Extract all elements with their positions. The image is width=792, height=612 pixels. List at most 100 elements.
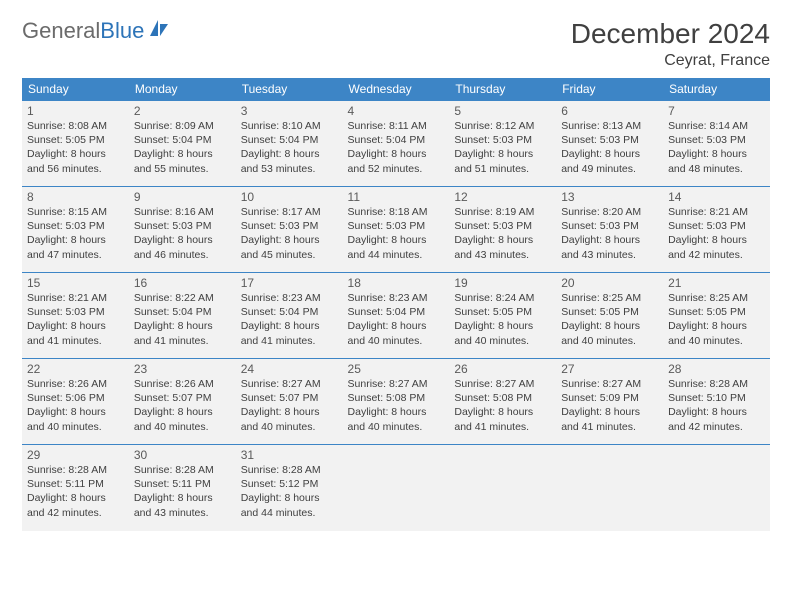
daylight-line-2: and 41 minutes. [27, 334, 124, 348]
daylight-line-2: and 41 minutes. [561, 420, 658, 434]
daylight-line-2: and 40 minutes. [561, 334, 658, 348]
sunrise-line: Sunrise: 8:23 AM [241, 291, 338, 305]
day-number: 9 [134, 190, 231, 204]
day-number: 1 [27, 104, 124, 118]
daylight-line-2: and 44 minutes. [348, 248, 445, 262]
daylight-line-2: and 53 minutes. [241, 162, 338, 176]
sunset-line: Sunset: 5:06 PM [27, 391, 124, 405]
day-cell: 17Sunrise: 8:23 AMSunset: 5:04 PMDayligh… [236, 273, 343, 359]
sunset-line: Sunset: 5:05 PM [27, 133, 124, 147]
sunset-line: Sunset: 5:04 PM [348, 133, 445, 147]
daylight-line-1: Daylight: 8 hours [348, 405, 445, 419]
daylight-line-1: Daylight: 8 hours [348, 233, 445, 247]
daylight-line-2: and 40 minutes. [27, 420, 124, 434]
calendar-body: 1Sunrise: 8:08 AMSunset: 5:05 PMDaylight… [22, 101, 770, 531]
sunset-line: Sunset: 5:04 PM [134, 305, 231, 319]
sunrise-line: Sunrise: 8:14 AM [668, 119, 765, 133]
sunrise-line: Sunrise: 8:17 AM [241, 205, 338, 219]
daylight-line-1: Daylight: 8 hours [27, 147, 124, 161]
week-row: 15Sunrise: 8:21 AMSunset: 5:03 PMDayligh… [22, 273, 770, 359]
day-number: 2 [134, 104, 231, 118]
daylight-line-1: Daylight: 8 hours [27, 233, 124, 247]
location: Ceyrat, France [571, 52, 770, 70]
daylight-line-2: and 43 minutes. [561, 248, 658, 262]
sunset-line: Sunset: 5:07 PM [241, 391, 338, 405]
day-number: 11 [348, 190, 445, 204]
sunset-line: Sunset: 5:03 PM [454, 219, 551, 233]
sunset-line: Sunset: 5:05 PM [454, 305, 551, 319]
weekday-header: Friday [556, 78, 663, 101]
day-cell: 15Sunrise: 8:21 AMSunset: 5:03 PMDayligh… [22, 273, 129, 359]
day-number: 18 [348, 276, 445, 290]
day-number: 10 [241, 190, 338, 204]
daylight-line-2: and 48 minutes. [668, 162, 765, 176]
daylight-line-2: and 42 minutes. [668, 248, 765, 262]
sunrise-line: Sunrise: 8:26 AM [134, 377, 231, 391]
day-cell: 20Sunrise: 8:25 AMSunset: 5:05 PMDayligh… [556, 273, 663, 359]
sunrise-line: Sunrise: 8:09 AM [134, 119, 231, 133]
day-cell: 9Sunrise: 8:16 AMSunset: 5:03 PMDaylight… [129, 187, 236, 273]
day-number: 7 [668, 104, 765, 118]
brand-logo: GeneralBlue [22, 18, 170, 44]
empty-cell [343, 445, 450, 531]
day-number: 4 [348, 104, 445, 118]
weekday-header: Monday [129, 78, 236, 101]
day-number: 29 [27, 448, 124, 462]
day-cell: 4Sunrise: 8:11 AMSunset: 5:04 PMDaylight… [343, 101, 450, 187]
daylight-line-2: and 40 minutes. [134, 420, 231, 434]
daylight-line-2: and 40 minutes. [241, 420, 338, 434]
sunrise-line: Sunrise: 8:27 AM [454, 377, 551, 391]
daylight-line-1: Daylight: 8 hours [561, 147, 658, 161]
day-cell: 13Sunrise: 8:20 AMSunset: 5:03 PMDayligh… [556, 187, 663, 273]
daylight-line-1: Daylight: 8 hours [241, 491, 338, 505]
day-number: 3 [241, 104, 338, 118]
day-number: 8 [27, 190, 124, 204]
daylight-line-1: Daylight: 8 hours [561, 319, 658, 333]
sunrise-line: Sunrise: 8:20 AM [561, 205, 658, 219]
sunrise-line: Sunrise: 8:27 AM [348, 377, 445, 391]
daylight-line-1: Daylight: 8 hours [668, 233, 765, 247]
week-row: 22Sunrise: 8:26 AMSunset: 5:06 PMDayligh… [22, 359, 770, 445]
daylight-line-2: and 43 minutes. [134, 506, 231, 520]
sunrise-line: Sunrise: 8:11 AM [348, 119, 445, 133]
day-number: 23 [134, 362, 231, 376]
sunset-line: Sunset: 5:03 PM [561, 133, 658, 147]
sunset-line: Sunset: 5:04 PM [348, 305, 445, 319]
daylight-line-1: Daylight: 8 hours [27, 405, 124, 419]
weekday-header: Sunday [22, 78, 129, 101]
day-cell: 14Sunrise: 8:21 AMSunset: 5:03 PMDayligh… [663, 187, 770, 273]
sunrise-line: Sunrise: 8:23 AM [348, 291, 445, 305]
sunrise-line: Sunrise: 8:21 AM [668, 205, 765, 219]
sunrise-line: Sunrise: 8:08 AM [27, 119, 124, 133]
daylight-line-1: Daylight: 8 hours [348, 147, 445, 161]
sunset-line: Sunset: 5:03 PM [27, 305, 124, 319]
daylight-line-1: Daylight: 8 hours [561, 405, 658, 419]
day-cell: 3Sunrise: 8:10 AMSunset: 5:04 PMDaylight… [236, 101, 343, 187]
sunset-line: Sunset: 5:09 PM [561, 391, 658, 405]
day-number: 22 [27, 362, 124, 376]
sunset-line: Sunset: 5:12 PM [241, 477, 338, 491]
day-number: 28 [668, 362, 765, 376]
sunset-line: Sunset: 5:05 PM [561, 305, 658, 319]
daylight-line-1: Daylight: 8 hours [241, 233, 338, 247]
day-cell: 12Sunrise: 8:19 AMSunset: 5:03 PMDayligh… [449, 187, 556, 273]
brand-word1: General [22, 18, 100, 44]
sunset-line: Sunset: 5:07 PM [134, 391, 231, 405]
sunset-line: Sunset: 5:08 PM [454, 391, 551, 405]
day-cell: 25Sunrise: 8:27 AMSunset: 5:08 PMDayligh… [343, 359, 450, 445]
daylight-line-2: and 49 minutes. [561, 162, 658, 176]
sunrise-line: Sunrise: 8:28 AM [241, 463, 338, 477]
week-row: 1Sunrise: 8:08 AMSunset: 5:05 PMDaylight… [22, 101, 770, 187]
sunset-line: Sunset: 5:03 PM [668, 133, 765, 147]
month-title: December 2024 [571, 18, 770, 50]
day-number: 24 [241, 362, 338, 376]
sunrise-line: Sunrise: 8:10 AM [241, 119, 338, 133]
daylight-line-1: Daylight: 8 hours [241, 147, 338, 161]
daylight-line-1: Daylight: 8 hours [134, 147, 231, 161]
sunrise-line: Sunrise: 8:19 AM [454, 205, 551, 219]
day-cell: 21Sunrise: 8:25 AMSunset: 5:05 PMDayligh… [663, 273, 770, 359]
sunset-line: Sunset: 5:04 PM [241, 305, 338, 319]
sunrise-line: Sunrise: 8:26 AM [27, 377, 124, 391]
sunset-line: Sunset: 5:05 PM [668, 305, 765, 319]
daylight-line-2: and 42 minutes. [27, 506, 124, 520]
